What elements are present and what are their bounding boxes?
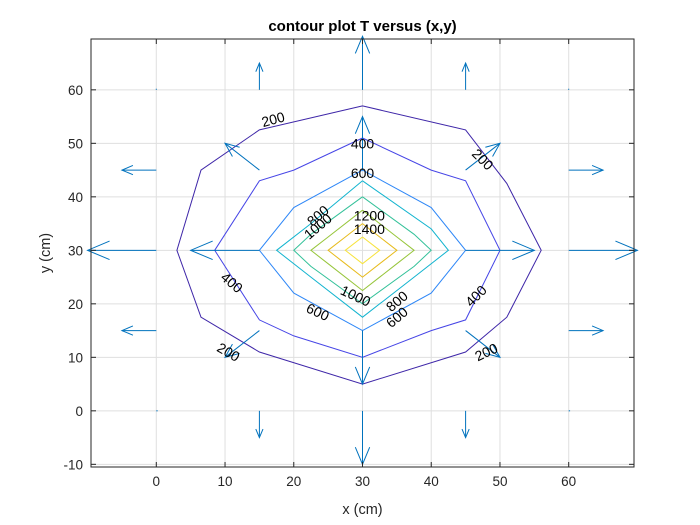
quiver-arrow: [568, 164, 605, 176]
quiver-arrow: [568, 240, 639, 261]
contour-line-1000: [293, 196, 432, 305]
contour-label: 400: [351, 135, 375, 151]
quiver-arrow: [120, 164, 157, 176]
quiver-arrow: [461, 410, 470, 439]
x-tick-label: 60: [561, 474, 576, 489]
y-tick-label: 40: [68, 190, 83, 205]
x-tick-label: 40: [424, 474, 439, 489]
chart-title: contour plot T versus (x,y): [268, 18, 456, 35]
contour-line-1400: [327, 223, 398, 278]
contour-line-1200: [310, 209, 415, 292]
x-tick-label: 20: [286, 474, 301, 489]
y-tick-label: 50: [68, 136, 83, 151]
quiver-arrow: [224, 330, 260, 359]
quiver-arrow: [224, 142, 260, 171]
quiver-arrow: [354, 35, 371, 90]
contour-label: 1400: [354, 221, 385, 237]
y-tick-label: 60: [68, 83, 83, 98]
quiver-arrow: [120, 325, 157, 336]
quiver-arrow: [189, 240, 260, 261]
quiver-arrow: [354, 115, 371, 171]
contour-label: 600: [351, 165, 375, 181]
y-tick-label: 10: [68, 350, 83, 365]
y-tick-label: -10: [63, 457, 83, 472]
contour-label: 200: [260, 108, 287, 130]
x-tick-label: 30: [355, 474, 370, 489]
quiver-arrow: [255, 61, 264, 90]
x-tick-label: 0: [153, 474, 161, 489]
contour-line-800: [275, 180, 450, 318]
x-tick-label: 10: [218, 474, 233, 489]
y-tick-label: 0: [75, 404, 83, 419]
quiver-arrow: [354, 330, 371, 386]
quiver-arrow: [86, 240, 157, 261]
quiver-arrow: [465, 240, 536, 261]
contour-line-1600: [344, 236, 381, 265]
y-axis-label: y (cm): [38, 233, 54, 273]
quiver-arrow: [568, 325, 605, 336]
quiver-arrow: [465, 330, 501, 359]
quiver-arrow: [465, 142, 501, 171]
contour-label: 1200: [354, 208, 385, 224]
quiver-arrow: [461, 61, 470, 90]
quiver-arrow: [255, 410, 264, 439]
y-tick-label: 30: [68, 243, 83, 258]
y-tick-label: 20: [68, 297, 83, 312]
x-axis-label: x (cm): [342, 502, 382, 518]
x-tick-label: 50: [492, 474, 507, 489]
